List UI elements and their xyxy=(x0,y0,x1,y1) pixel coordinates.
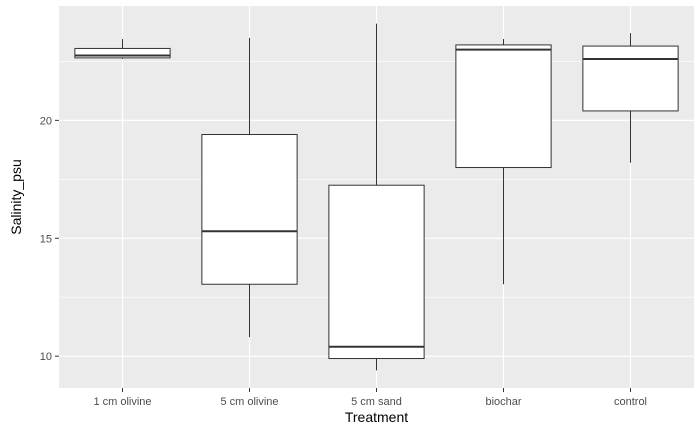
y-tick-label: 10 xyxy=(40,351,52,363)
box-iqr xyxy=(582,45,679,112)
box-iqr xyxy=(74,47,171,59)
box-1-cm-olivine xyxy=(74,39,171,60)
box-control xyxy=(582,33,679,163)
x-tick-label: 5 cm olivine xyxy=(220,396,278,408)
x-tick-label: 5 cm sand xyxy=(351,396,402,408)
x-axis: 1 cm olivine 5 cm olivine 5 cm sand biochar… xyxy=(93,388,647,408)
x-axis-title: Treatment xyxy=(345,409,408,425)
y-axis-title: Salinity_psu xyxy=(8,159,24,235)
box-5-cm-olivine xyxy=(201,37,298,338)
y-axis: 10 15 20 xyxy=(40,115,59,363)
box-iqr xyxy=(328,184,425,360)
y-tick-label: 15 xyxy=(40,233,52,245)
box-iqr xyxy=(455,44,552,169)
box-series xyxy=(74,23,679,371)
x-tick-label: control xyxy=(614,396,647,408)
box-biochar xyxy=(455,39,552,285)
x-tick-label: 1 cm olivine xyxy=(93,396,151,408)
box-5-cm-sand xyxy=(328,23,425,371)
x-tick-label: biochar xyxy=(485,396,521,408)
box-iqr xyxy=(201,134,298,285)
y-tick-label: 20 xyxy=(40,115,52,127)
